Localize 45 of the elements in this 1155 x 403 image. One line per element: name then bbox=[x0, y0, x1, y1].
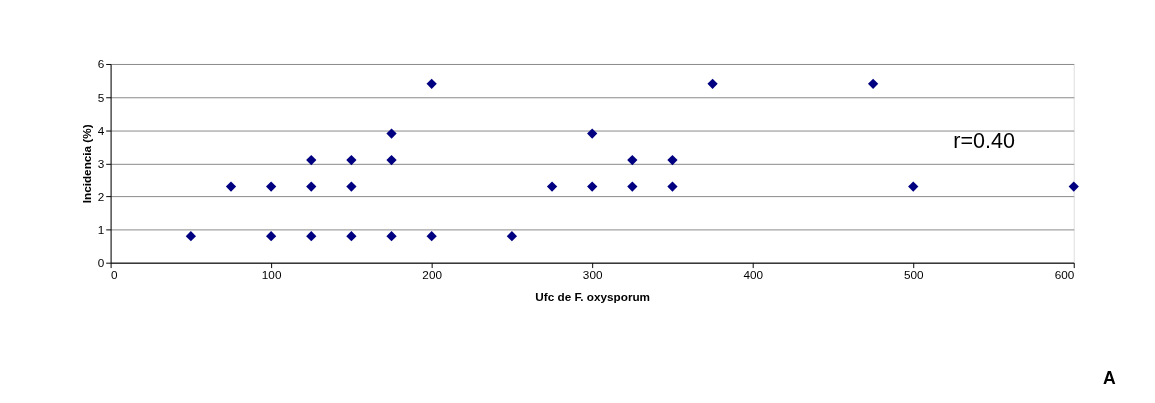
point bbox=[1068, 181, 1079, 192]
y-tick-label: 2 bbox=[97, 189, 105, 203]
point bbox=[426, 78, 437, 89]
x-tick-label: 500 bbox=[903, 267, 924, 281]
point bbox=[346, 181, 357, 192]
point bbox=[908, 181, 919, 192]
point bbox=[667, 154, 678, 166]
point bbox=[546, 181, 558, 192]
point bbox=[386, 154, 397, 166]
x-tick-label: 0 bbox=[111, 267, 119, 281]
point bbox=[707, 78, 718, 89]
point bbox=[426, 231, 437, 242]
y-tick-label: 4 bbox=[97, 123, 105, 137]
x-tick-label: 600 bbox=[1054, 267, 1075, 281]
point bbox=[346, 231, 357, 242]
point bbox=[627, 181, 638, 192]
point bbox=[506, 231, 518, 242]
point bbox=[225, 181, 237, 192]
y-tick-label: 5 bbox=[97, 90, 105, 104]
x-tick-label: 100 bbox=[261, 267, 282, 281]
point bbox=[667, 181, 678, 192]
point bbox=[306, 181, 317, 192]
x-tick-label: 200 bbox=[422, 267, 443, 281]
point bbox=[306, 154, 317, 166]
point bbox=[386, 231, 397, 242]
annotation: r=0.40 bbox=[953, 129, 1015, 154]
x-tick-label: 300 bbox=[582, 267, 603, 281]
point bbox=[306, 231, 317, 242]
y-tick-label: 6 bbox=[97, 57, 105, 71]
point bbox=[867, 78, 879, 89]
point bbox=[266, 181, 277, 192]
y-tick-label: 0 bbox=[97, 256, 105, 270]
y-tick-label: 1 bbox=[97, 222, 105, 236]
x-tick-label: 400 bbox=[743, 267, 764, 281]
point bbox=[266, 231, 277, 242]
point bbox=[185, 231, 196, 242]
point bbox=[346, 154, 357, 166]
y-tick-label: 3 bbox=[97, 156, 105, 170]
x-axis-title: Ufc de F. oxysporum bbox=[535, 290, 651, 304]
y-axis-title: Incidencia (%) bbox=[79, 124, 93, 204]
point bbox=[587, 181, 598, 192]
text: A bbox=[1103, 368, 1117, 389]
point bbox=[627, 154, 638, 166]
point bbox=[386, 128, 397, 139]
point bbox=[587, 128, 598, 139]
